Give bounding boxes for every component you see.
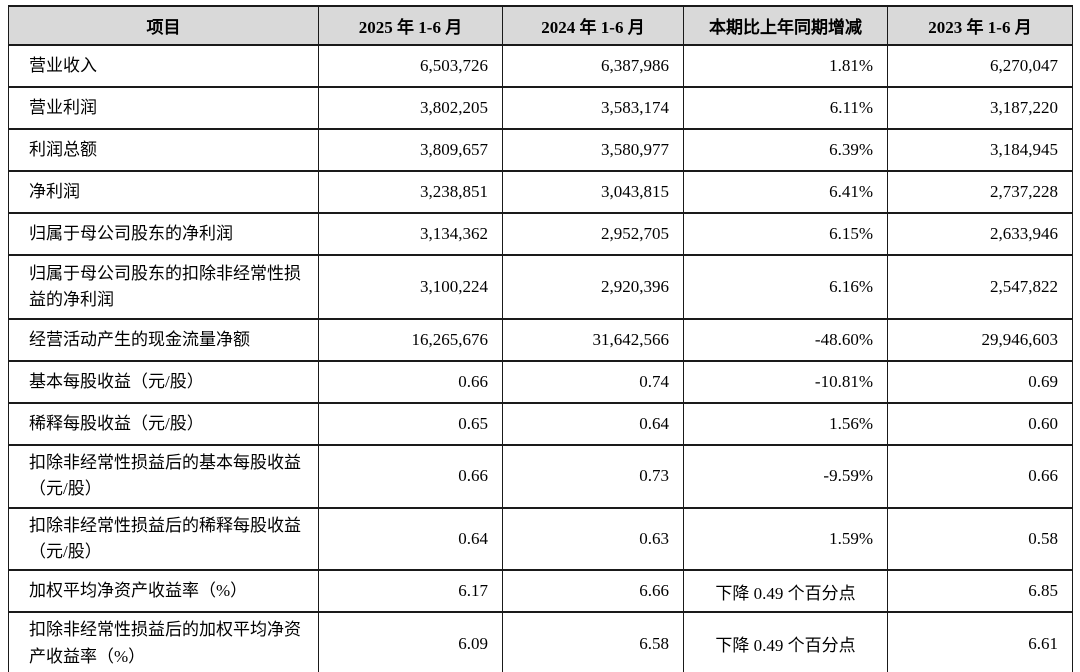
cell-2023: 2,737,228 [887, 170, 1073, 214]
cell-item: 稀释每股收益（元/股） [8, 402, 319, 446]
cell-2023: 0.58 [887, 506, 1073, 572]
cell-change: 1.59% [683, 506, 888, 572]
cell-2025: 0.64 [318, 506, 503, 572]
cell-change: 6.39% [683, 128, 888, 172]
col-header-change: 本期比上年同期增减 [683, 5, 888, 46]
cell-change: 1.81% [683, 44, 888, 88]
cell-2025: 6,503,726 [318, 44, 503, 88]
table-row: 扣除非经常性损益后的加权平均净资产收益率（%） 6.09 6.58 下降 0.4… [8, 611, 1073, 672]
cell-2023: 2,547,822 [887, 254, 1073, 320]
cell-2023: 3,184,945 [887, 128, 1073, 172]
cell-2025: 3,134,362 [318, 212, 503, 256]
cell-2024: 0.63 [502, 506, 684, 572]
cell-item: 基本每股收益（元/股） [8, 360, 319, 404]
cell-item: 经营活动产生的现金流量净额 [8, 318, 319, 362]
cell-item: 归属于母公司股东的净利润 [8, 212, 319, 256]
cell-change: 6.11% [683, 86, 888, 130]
cell-2024: 6,387,986 [502, 44, 684, 88]
table-row: 稀释每股收益（元/股） 0.65 0.64 1.56% 0.60 [8, 402, 1073, 446]
cell-2024: 2,952,705 [502, 212, 684, 256]
table-row: 营业收入 6,503,726 6,387,986 1.81% 6,270,047 [8, 44, 1073, 88]
cell-2023: 6.61 [887, 611, 1073, 672]
cell-change: 下降 0.49 个百分点 [683, 611, 888, 672]
table-row: 归属于母公司股东的扣除非经常性损益的净利润 3,100,224 2,920,39… [8, 254, 1073, 320]
cell-item: 扣除非经常性损益后的稀释每股收益（元/股） [8, 506, 319, 572]
cell-2025: 3,100,224 [318, 254, 503, 320]
cell-item: 净利润 [8, 170, 319, 214]
col-header-2024: 2024 年 1-6 月 [502, 5, 684, 46]
table-row: 归属于母公司股东的净利润 3,134,362 2,952,705 6.15% 2… [8, 212, 1073, 256]
cell-2024: 3,580,977 [502, 128, 684, 172]
cell-item: 扣除非经常性损益后的加权平均净资产收益率（%） [8, 611, 319, 672]
table-row: 净利润 3,238,851 3,043,815 6.41% 2,737,228 [8, 170, 1073, 214]
cell-change: 6.41% [683, 170, 888, 214]
cell-2025: 3,809,657 [318, 128, 503, 172]
cell-2023: 0.69 [887, 360, 1073, 404]
cell-2025: 6.17 [318, 569, 503, 614]
cell-change: 6.15% [683, 212, 888, 256]
col-header-item: 项目 [8, 5, 319, 46]
cell-item: 营业利润 [8, 86, 319, 130]
cell-2024: 0.73 [502, 444, 684, 509]
cell-change: 6.16% [683, 254, 888, 320]
cell-2024: 6.58 [502, 611, 684, 672]
cell-2023: 29,946,603 [887, 318, 1073, 362]
cell-item: 扣除非经常性损益后的基本每股收益（元/股） [8, 444, 319, 509]
cell-change: -9.59% [683, 444, 888, 509]
cell-2024: 6.66 [502, 569, 684, 614]
cell-2024: 3,043,815 [502, 170, 684, 214]
financial-summary-table: 项目 2025 年 1-6 月 2024 年 1-6 月 本期比上年同期增减 2… [8, 5, 1073, 672]
table-row: 基本每股收益（元/股） 0.66 0.74 -10.81% 0.69 [8, 360, 1073, 404]
cell-2023: 6.85 [887, 569, 1073, 614]
cell-2024: 31,642,566 [502, 318, 684, 362]
cell-2025: 16,265,676 [318, 318, 503, 362]
table-row: 经营活动产生的现金流量净额 16,265,676 31,642,566 -48.… [8, 318, 1073, 362]
table-row: 利润总额 3,809,657 3,580,977 6.39% 3,184,945 [8, 128, 1073, 172]
col-header-2025: 2025 年 1-6 月 [318, 5, 503, 46]
cell-change: 下降 0.49 个百分点 [683, 569, 888, 614]
cell-2023: 0.60 [887, 402, 1073, 446]
cell-2025: 3,238,851 [318, 170, 503, 214]
table-row: 加权平均净资产收益率（%） 6.17 6.66 下降 0.49 个百分点 6.8… [8, 569, 1073, 614]
cell-2024: 3,583,174 [502, 86, 684, 130]
cell-item: 利润总额 [8, 128, 319, 172]
cell-2025: 0.66 [318, 360, 503, 404]
cell-item: 营业收入 [8, 44, 319, 88]
cell-2024: 0.74 [502, 360, 684, 404]
cell-2025: 0.66 [318, 444, 503, 509]
header-row: 项目 2025 年 1-6 月 2024 年 1-6 月 本期比上年同期增减 2… [8, 5, 1073, 46]
cell-2024: 0.64 [502, 402, 684, 446]
table-row: 扣除非经常性损益后的稀释每股收益（元/股） 0.64 0.63 1.59% 0.… [8, 506, 1073, 572]
cell-item: 加权平均净资产收益率（%） [8, 569, 319, 614]
cell-change: -48.60% [683, 318, 888, 362]
cell-item: 归属于母公司股东的扣除非经常性损益的净利润 [8, 254, 319, 320]
table-row: 扣除非经常性损益后的基本每股收益（元/股） 0.66 0.73 -9.59% 0… [8, 444, 1073, 509]
cell-2024: 2,920,396 [502, 254, 684, 320]
cell-2023: 3,187,220 [887, 86, 1073, 130]
cell-2023: 0.66 [887, 444, 1073, 509]
cell-change: -10.81% [683, 360, 888, 404]
cell-2023: 6,270,047 [887, 44, 1073, 88]
cell-2025: 3,802,205 [318, 86, 503, 130]
cell-2023: 2,633,946 [887, 212, 1073, 256]
table-row: 营业利润 3,802,205 3,583,174 6.11% 3,187,220 [8, 86, 1073, 130]
cell-2025: 6.09 [318, 611, 503, 672]
cell-change: 1.56% [683, 402, 888, 446]
cell-2025: 0.65 [318, 402, 503, 446]
col-header-2023: 2023 年 1-6 月 [887, 5, 1073, 46]
